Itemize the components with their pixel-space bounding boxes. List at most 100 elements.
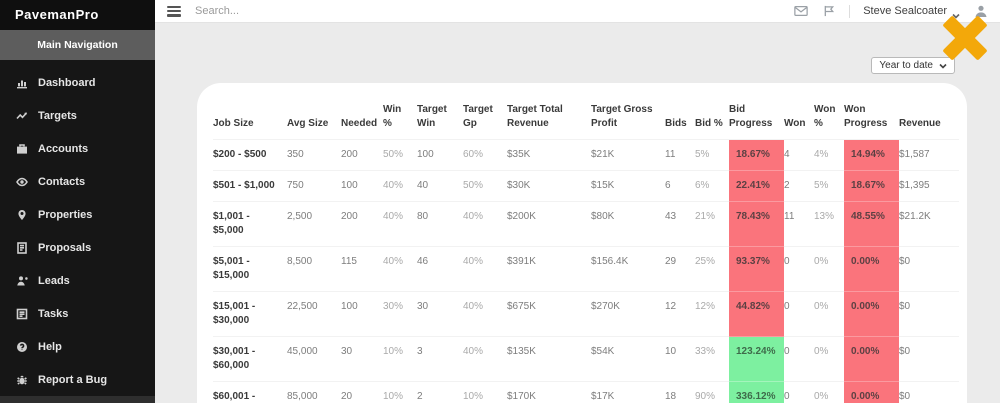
table-row: $501 - $1,000 750 100 40% 40 50% $30K $15K 6 6% 22… — [213, 170, 959, 202]
cell-bid-progress: 18.67% — [729, 139, 784, 171]
cell-target-gp: 60% — [463, 139, 507, 171]
cell-target-win: 46 — [417, 246, 463, 292]
table-row: $200 - $500 350 200 50% 100 60% $35K $21K 11 5% 18… — [213, 139, 959, 171]
contacts-icon — [15, 175, 28, 188]
sidebar-section-header: Main Navigation — [0, 30, 155, 60]
column-header: Job Size — [213, 117, 254, 129]
sidebar-item-proposals[interactable]: Proposals — [0, 231, 155, 264]
cell-target-total-revenue: $675K — [507, 291, 591, 337]
sidebar: PavemanPro Main Navigation Dashboard Targ… — [0, 0, 155, 403]
help-icon — [15, 340, 28, 353]
cell-avg-size: 85,000 — [287, 381, 341, 403]
hamburger-menu-icon[interactable] — [167, 5, 181, 17]
sidebar-item-help[interactable]: Help — [0, 330, 155, 363]
search-input[interactable] — [195, 5, 495, 17]
cell-target-win: 80 — [417, 201, 463, 247]
cell-needed: 200 — [341, 201, 383, 247]
sidebar-item-dashboard[interactable]: Dashboard — [0, 66, 155, 99]
targets-table: Job Size Avg Size Needed Win % Target Win Tar… — [213, 103, 959, 403]
cell-revenue: $1,587 — [899, 139, 959, 171]
cell-target-gross-profit: $15K — [591, 170, 665, 202]
cell-bid-pct: 25% — [695, 246, 729, 292]
sidebar-item-accounts[interactable]: Accounts — [0, 132, 155, 165]
topbar: Steve Sealcoater — [155, 0, 1000, 23]
cell-avg-size: 2,500 — [287, 201, 341, 247]
table-row: $30,001 - $60,000 45,000 30 10% 3 40% $135K $54… — [213, 336, 959, 382]
table-row: $1,001 - $5,000 2,500 200 40% 80 40% $200K $80K… — [213, 201, 959, 247]
column-header: Won % — [814, 104, 836, 129]
cell-target-total-revenue: $200K — [507, 201, 591, 247]
cell-bid-progress: 22.41% — [729, 170, 784, 202]
cell-job-size: $30,001 - $60,000 — [213, 336, 287, 382]
sidebar-item-targets[interactable]: Targets — [0, 99, 155, 132]
cell-win-pct: 40% — [383, 246, 417, 292]
column-header: Target Total Revenue — [507, 104, 563, 129]
cell-won-progress: 0.00% — [844, 336, 899, 382]
cell-won-pct: 4% — [814, 139, 844, 171]
topbar-divider — [849, 4, 851, 18]
targets-card: Job Size Avg Size Needed Win % Target Win Tar… — [197, 83, 967, 403]
cell-revenue: $0 — [899, 291, 959, 337]
brand-logo: PavemanPro — [0, 0, 155, 30]
flag-icon[interactable] — [821, 5, 836, 18]
user-menu[interactable]: Steve Sealcoater — [863, 5, 960, 19]
cell-target-gp: 10% — [463, 381, 507, 403]
sidebar-item-label: Report a Bug — [38, 373, 108, 386]
table-row: $15,001 - $30,000 22,500 100 30% 30 40% $675K $… — [213, 291, 959, 337]
cell-target-gross-profit: $17K — [591, 381, 665, 403]
cell-revenue: $0 — [899, 336, 959, 382]
cell-won-pct: 0% — [814, 336, 844, 382]
sidebar-item-report-a-bug[interactable]: Report a Bug — [0, 363, 155, 396]
cell-target-gp: 40% — [463, 246, 507, 292]
cell-job-size: $5,001 - $15,000 — [213, 246, 287, 292]
cell-won-progress: 14.94% — [844, 139, 899, 171]
cell-needed: 100 — [341, 291, 383, 337]
chevron-down-icon — [939, 62, 947, 70]
cell-avg-size: 22,500 — [287, 291, 341, 337]
column-header: Avg Size — [287, 117, 329, 129]
cell-win-pct: 40% — [383, 170, 417, 202]
cell-bids: 11 — [665, 139, 695, 171]
targets-icon — [15, 109, 28, 122]
cell-bid-pct: 33% — [695, 336, 729, 382]
cell-won-progress: 0.00% — [844, 381, 899, 403]
cell-job-size: $15,001 - $30,000 — [213, 291, 287, 337]
sidebar-item-label: Leads — [38, 274, 70, 287]
cell-bid-progress: 93.37% — [729, 246, 784, 292]
cell-win-pct: 40% — [383, 201, 417, 247]
sidebar-item-label: Targets — [38, 109, 77, 122]
cell-target-gross-profit: $270K — [591, 291, 665, 337]
column-header: Win % — [383, 104, 402, 129]
cell-win-pct: 30% — [383, 291, 417, 337]
cell-job-size: $200 - $500 — [213, 139, 287, 171]
cell-target-gross-profit: $156.4K — [591, 246, 665, 292]
cell-bid-progress: 44.82% — [729, 291, 784, 337]
cell-bid-progress: 123.24% — [729, 336, 784, 382]
column-header: Won — [784, 117, 806, 129]
cell-target-win: 100 — [417, 139, 463, 171]
column-header: Target Gross Profit — [591, 104, 653, 129]
cell-job-size: $501 - $1,000 — [213, 170, 287, 202]
cell-target-gp: 40% — [463, 201, 507, 247]
table-row: $5,001 - $15,000 8,500 115 40% 46 40% $391K $15… — [213, 246, 959, 292]
mail-icon[interactable] — [793, 5, 808, 18]
sidebar-item-label: Accounts — [38, 142, 89, 155]
accounts-icon — [15, 142, 28, 155]
user-avatar-icon[interactable] — [973, 5, 988, 18]
sidebar-item-contacts[interactable]: Contacts — [0, 165, 155, 198]
sidebar-item-properties[interactable]: Properties — [0, 198, 155, 231]
user-name: Steve Sealcoater — [863, 5, 947, 17]
cell-revenue: $0 — [899, 246, 959, 292]
table-row: $60,001 - $90,00085,0002010%210%$170K$17… — [213, 381, 959, 403]
cell-target-gross-profit: $21K — [591, 139, 665, 171]
cell-won: 0 — [784, 291, 814, 337]
date-range-dropdown[interactable]: Year to date — [871, 57, 955, 74]
column-header: Bid Progress — [729, 104, 773, 129]
cell-win-pct: 10% — [383, 336, 417, 382]
sidebar-item-leads[interactable]: Leads — [0, 264, 155, 297]
cell-bids: 6 — [665, 170, 695, 202]
cell-target-win: 3 — [417, 336, 463, 382]
column-header: Target Win — [417, 104, 447, 129]
cell-won: 2 — [784, 170, 814, 202]
sidebar-item-tasks[interactable]: Tasks — [0, 297, 155, 330]
